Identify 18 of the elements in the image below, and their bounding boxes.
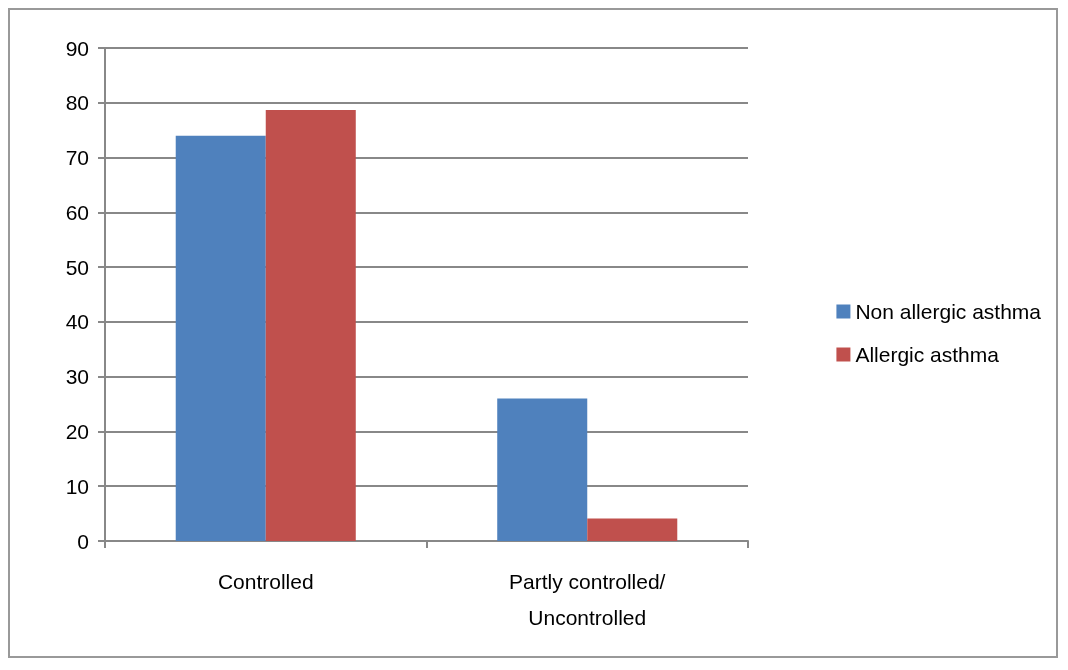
bar	[175, 135, 266, 541]
y-tick-label: 10	[65, 474, 89, 498]
x-tick-label: Partly controlled/Uncontrolled	[509, 569, 666, 629]
y-tick-label: 50	[65, 255, 89, 279]
y-tick-label: 80	[65, 91, 89, 115]
y-tick-label: 20	[65, 419, 89, 443]
legend-label: Non allergic asthma	[855, 300, 1042, 323]
y-tick-label: 60	[65, 200, 89, 224]
bar	[587, 518, 678, 541]
y-tick-label: 70	[65, 146, 89, 170]
y-tick-label: 0	[77, 529, 89, 553]
y-tick-label: 30	[65, 365, 89, 389]
y-tick-label: 90	[65, 36, 89, 60]
bar	[265, 109, 356, 541]
bar	[497, 398, 588, 541]
x-tick-label: Controlled	[217, 569, 314, 593]
y-tick-label: 40	[65, 310, 89, 334]
legend-label: Allergic asthma	[855, 343, 1000, 366]
